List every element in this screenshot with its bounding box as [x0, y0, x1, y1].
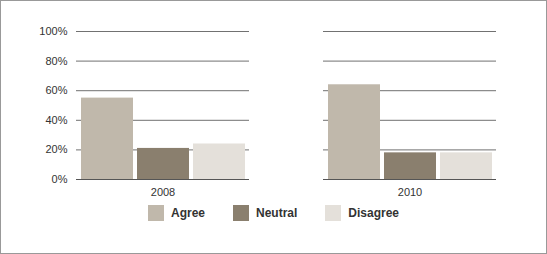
html-text:Disagree: Disagree: [348, 206, 399, 220]
svg-text:100%: 100%: [39, 25, 67, 37]
svg-text:40%: 40%: [45, 114, 67, 126]
svg-text:2010: 2010: [398, 186, 422, 198]
html-text:Agree: Agree: [171, 206, 205, 220]
html-text:Neutral: Neutral: [256, 206, 298, 220]
svg-text:80%: 80%: [45, 55, 67, 67]
svg-text:20%: 20%: [45, 143, 67, 155]
svg-text:2008: 2008: [151, 186, 175, 198]
svg-text:60%: 60%: [45, 84, 67, 96]
svg-text:0%: 0%: [52, 173, 68, 185]
